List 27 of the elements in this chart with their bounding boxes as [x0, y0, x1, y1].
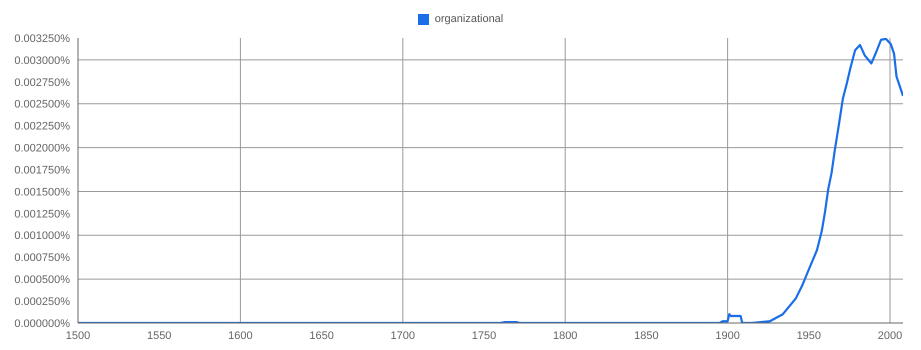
x-tick-label: 1850 — [634, 330, 659, 342]
x-tick-label: 1900 — [715, 330, 740, 342]
x-tick-label: 1500 — [66, 330, 90, 342]
x-tick-label: 1750 — [472, 330, 496, 342]
y-tick-label: 0.001500% — [14, 186, 70, 198]
y-tick-label: 0.002250% — [14, 120, 70, 133]
line-series — [78, 38, 903, 323]
x-tick-label: 1650 — [309, 330, 334, 342]
x-tick-label: 1700 — [390, 330, 416, 342]
x-tick-label: 1600 — [228, 330, 253, 342]
y-tick-label: 0.001250% — [14, 208, 70, 220]
y-tick-label: 0.000000% — [14, 318, 70, 330]
y-tick-label: 0.000750% — [14, 252, 70, 264]
y-tick-label: 0.003250% — [14, 32, 70, 45]
y-tick-label: 0.002750% — [14, 76, 70, 89]
y-tick-label: 0.000250% — [14, 296, 70, 308]
y-tick-label: 0.003000% — [14, 54, 70, 67]
legend-label: organizational — [434, 13, 504, 25]
x-tick-label: 1550 — [146, 330, 172, 342]
x-tick-label: 1800 — [552, 330, 578, 342]
y-tick-label: 0.000500% — [14, 274, 70, 286]
y-tick-label: 0.001000% — [14, 230, 70, 242]
y-tick-label: 0.002000% — [14, 142, 70, 155]
x-tick-label: 1950 — [796, 330, 822, 342]
y-tick-label: 0.001750% — [14, 164, 70, 176]
x-tick-label: 2000 — [878, 330, 902, 342]
y-tick-label: 0.002500% — [14, 98, 70, 111]
